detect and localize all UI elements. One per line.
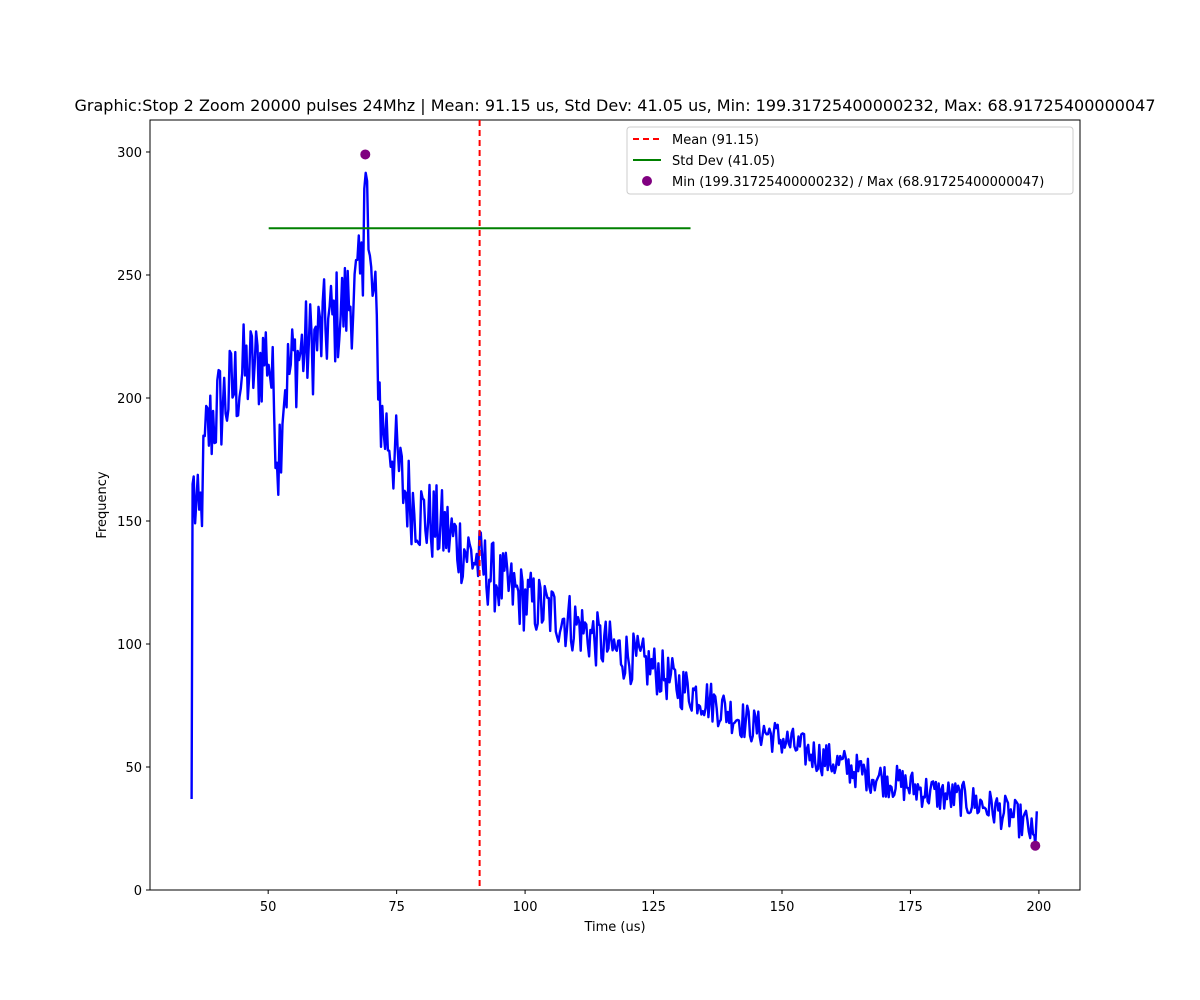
- legend-std-label: Std Dev (41.05): [672, 154, 775, 169]
- x-tick-label: 200: [1026, 900, 1051, 915]
- reference-lines: [268, 120, 691, 890]
- y-tick-label: 200: [117, 392, 142, 407]
- y-axis-label: Frequency: [95, 471, 110, 538]
- frequency-series-line: [190, 171, 1038, 847]
- y-tick-label: 50: [125, 761, 142, 776]
- y-tick-label: 0: [134, 884, 142, 899]
- legend-box: [626, 126, 1074, 195]
- y-axis-ticks: 0 50 100 150 200 250 300: [117, 146, 150, 899]
- y-tick-label: 150: [117, 515, 142, 530]
- x-axis-ticks: 50 75 100 125 150 175 200: [260, 890, 1051, 915]
- plot-area: 50 75 100 125 150 175 200 0 50 100 150 200 250 300: [117, 119, 1081, 915]
- series-layer: [190, 171, 1038, 847]
- min-max-marker: [360, 149, 371, 160]
- y-tick-label: 300: [117, 146, 142, 161]
- x-tick-label: 100: [513, 900, 538, 915]
- y-tick-label: 250: [117, 269, 142, 284]
- x-tick-label: 150: [770, 900, 795, 915]
- x-tick-label: 175: [898, 900, 923, 915]
- min-max-markers: [360, 149, 1041, 851]
- x-tick-label: 50: [260, 900, 277, 915]
- x-tick-label: 75: [388, 900, 405, 915]
- legend-mean-label: Mean (91.15): [672, 133, 759, 148]
- chart-title: Graphic:Stop 2 Zoom 20000 pulses 24Mhz |…: [75, 96, 1156, 115]
- legend-minmax-swatch: [642, 176, 652, 186]
- min-max-marker: [1030, 840, 1041, 851]
- x-tick-label: 125: [641, 900, 666, 915]
- y-tick-label: 100: [117, 638, 142, 653]
- x-axis-label: Time (us): [583, 920, 645, 935]
- axes-frame: [149, 119, 1081, 891]
- legend-minmax-label: Min (199.31725400000232) / Max (68.91725…: [672, 175, 1044, 190]
- legend: Mean (91.15) Std Dev (41.05) Min (199.31…: [626, 126, 1074, 195]
